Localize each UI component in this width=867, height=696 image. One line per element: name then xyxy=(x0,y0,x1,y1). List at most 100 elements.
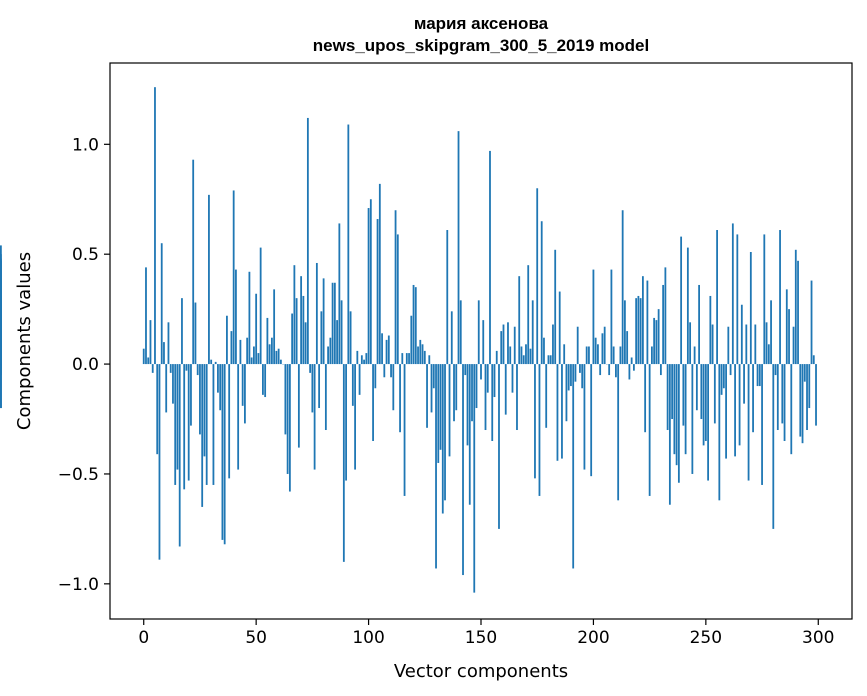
bar-238 xyxy=(677,364,680,483)
bar-63 xyxy=(284,364,287,435)
bar-218 xyxy=(633,364,635,371)
bar-66 xyxy=(291,313,294,365)
bar-6 xyxy=(156,364,159,455)
bar-180 xyxy=(547,355,550,365)
bar-2 xyxy=(147,357,150,365)
bar-64 xyxy=(286,364,289,474)
bar-171 xyxy=(527,265,530,365)
bar-191 xyxy=(572,364,575,569)
bar-276 xyxy=(763,234,766,365)
x-axis-label: Vector components xyxy=(394,661,568,682)
y-tick-label: −0.5 xyxy=(58,465,99,485)
bar-175 xyxy=(536,188,539,365)
bar-154 xyxy=(489,150,491,365)
bar-46 xyxy=(246,337,249,365)
bar-176 xyxy=(538,364,541,496)
bar-284 xyxy=(781,364,784,424)
bar-248 xyxy=(700,364,703,420)
chart-subtitle: news_upos_skipgram_300_5_2019 model xyxy=(313,36,649,55)
bar-242 xyxy=(686,247,689,365)
bar-158 xyxy=(498,364,500,529)
bar-52 xyxy=(259,247,262,365)
bar-207 xyxy=(608,364,611,376)
bar-195 xyxy=(581,364,584,389)
bar-30 xyxy=(210,359,213,365)
bar-270 xyxy=(749,252,752,365)
bar-74 xyxy=(309,364,312,373)
bar-140 xyxy=(457,131,460,365)
bar-291 xyxy=(797,260,799,365)
bar-60 xyxy=(277,348,280,365)
bar-111 xyxy=(392,364,395,411)
bar-34 xyxy=(219,364,222,411)
bar-99 xyxy=(365,353,368,365)
bar-127 xyxy=(428,355,431,365)
bar-199 xyxy=(590,364,593,477)
bar-113 xyxy=(396,234,399,365)
bar-155 xyxy=(491,364,494,441)
bar-277 xyxy=(765,322,768,365)
bar-120 xyxy=(412,284,415,365)
bar-1 xyxy=(145,267,147,365)
bar-298 xyxy=(812,355,815,365)
bar-41 xyxy=(235,269,237,365)
bar-79 xyxy=(320,311,323,365)
bar-106 xyxy=(381,333,383,365)
bar-196 xyxy=(583,364,586,470)
bar-290 xyxy=(794,249,797,365)
bar-92 xyxy=(349,311,352,365)
bar-174 xyxy=(534,364,536,479)
bar-4 xyxy=(151,364,154,373)
bar-266 xyxy=(740,304,743,365)
bar-223 xyxy=(644,364,647,433)
bar-200 xyxy=(592,269,595,365)
bar-232 xyxy=(664,267,667,365)
bar-55 xyxy=(266,317,269,365)
bar-3 xyxy=(149,320,152,365)
bar-137 xyxy=(450,311,453,365)
bar-203 xyxy=(599,364,602,376)
bar-263 xyxy=(734,364,736,457)
y-axis-ticks: −1.0 −0.5 0.0 0.5 1.0 xyxy=(58,135,110,595)
bar-27 xyxy=(203,364,206,457)
bar-159 xyxy=(500,331,503,365)
bar-12 xyxy=(169,364,172,373)
bar-273 xyxy=(756,364,759,387)
bar-107 xyxy=(383,364,386,378)
bar-257 xyxy=(720,364,723,395)
bar-250 xyxy=(704,364,707,441)
bar-167 xyxy=(518,276,521,365)
bar-265 xyxy=(738,364,741,446)
bar-142 xyxy=(462,364,464,576)
bar-73 xyxy=(306,117,309,365)
bar-40 xyxy=(232,190,235,365)
bar-9 xyxy=(163,342,165,365)
bar-188 xyxy=(565,364,568,422)
bar-187 xyxy=(563,344,566,365)
bar-25 xyxy=(199,364,201,435)
bar-151 xyxy=(482,320,485,365)
bar-280 xyxy=(772,364,775,529)
bar-168 xyxy=(520,346,523,365)
y-tick-label: 0.0 xyxy=(72,355,99,375)
bar-293 xyxy=(801,364,804,444)
bar-104 xyxy=(376,219,379,365)
bar-236 xyxy=(673,364,676,455)
bar-269 xyxy=(747,364,750,481)
bar-17 xyxy=(181,298,183,365)
bar-87 xyxy=(338,223,341,365)
bar-54 xyxy=(264,364,267,398)
bar-86 xyxy=(336,320,338,365)
x-tick-label: 200 xyxy=(577,628,609,648)
bar-85 xyxy=(333,282,336,365)
bar-193 xyxy=(576,326,579,365)
bar-16 xyxy=(178,364,181,547)
bar-272 xyxy=(754,324,757,365)
bar-295 xyxy=(806,364,808,431)
bar-65 xyxy=(288,364,291,492)
bar-78 xyxy=(318,364,321,409)
bar-275 xyxy=(761,364,763,485)
bar-208 xyxy=(610,269,613,365)
bar-268 xyxy=(745,324,748,365)
